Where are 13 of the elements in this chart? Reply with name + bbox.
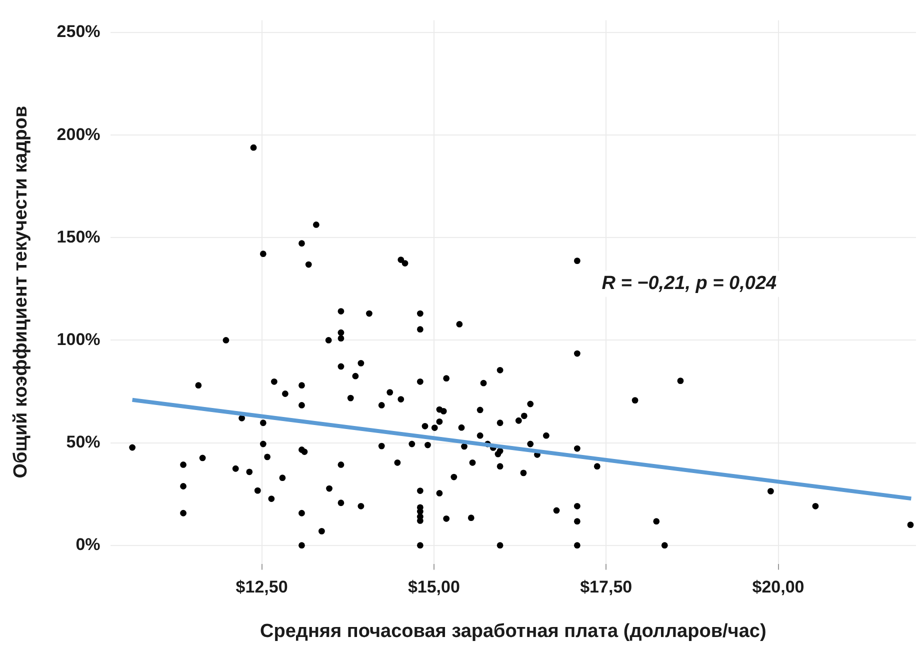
y-tick-label: 100% [56,330,100,349]
y-tick-label: 150% [56,227,100,246]
y-tick-label: 50% [66,432,100,452]
y-tick-label: 200% [56,124,100,144]
x-tick-label: $12,50 [236,578,288,597]
y-tick-label: 0% [76,535,100,554]
y-axis-title: Общий коэффициент текучести кадров [10,106,32,478]
x-tick-label: $15,00 [408,578,460,597]
annotation: R = −0,21, p = 0,024 [602,273,778,294]
y-tick-label: 250% [56,22,100,42]
x-tick-label: $20,00 [752,578,804,597]
x-tick-label: $17,50 [580,578,632,597]
x-axis-title: Средняя почасовая заработная плата (долларов/час) [260,620,766,642]
